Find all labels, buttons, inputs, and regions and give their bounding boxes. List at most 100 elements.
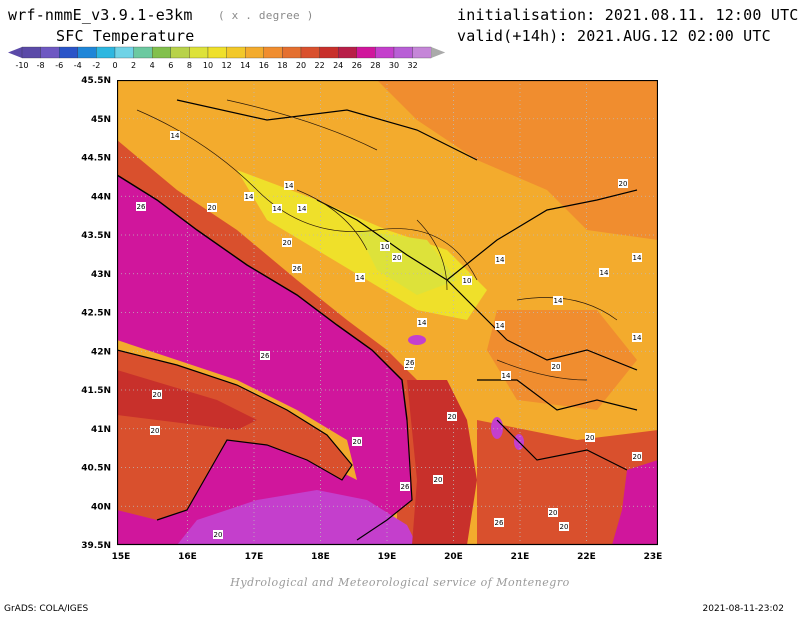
colorbar-swatch (133, 46, 153, 59)
colorbar-label: 12 (222, 61, 232, 70)
isotherm-label: 10 (381, 243, 390, 251)
isotherm-label: 20 (151, 427, 160, 435)
colorbar-label: 6 (168, 61, 173, 70)
isotherm-label-bg (548, 508, 558, 517)
isotherm-label-bg (152, 390, 162, 399)
colorbar-swatch (412, 46, 432, 59)
longitude-tick-label: 20E (444, 552, 463, 562)
isotherm-label: 10 (463, 277, 472, 285)
colorbar-label: -2 (92, 61, 100, 70)
ionian-sea (177, 490, 417, 545)
isotherm-label-bg (632, 333, 642, 342)
colorbar-swatch (114, 46, 134, 59)
longitude-tick-label: 19E (378, 552, 397, 562)
isotherm-label-bg (244, 192, 254, 201)
isotherm-label: 20 (560, 523, 569, 531)
colorbar-swatch (40, 46, 60, 59)
colorbar-label: 32 (408, 61, 418, 70)
isotherm-label-bg (618, 179, 628, 188)
isotherm-label-bg (553, 296, 563, 305)
isotherm-label-bg (284, 181, 294, 190)
isotherm-label: 14 (356, 274, 365, 282)
isotherm-label: 14 (496, 256, 505, 264)
isotherm-lines (136, 99, 618, 381)
colorbar-swatch (152, 46, 171, 59)
latitude-tick-label: 44N (91, 192, 111, 202)
isotherm-label: 14 (496, 322, 505, 330)
isotherm-label: 26 (401, 483, 410, 491)
longitude-tick-label: 22E (577, 552, 596, 562)
latitude-tick-label: 43N (91, 270, 111, 280)
isotherm-label: 14 (171, 132, 180, 140)
isotherm-label-bg (433, 475, 443, 484)
longitude-tick-label: 18E (311, 552, 330, 562)
colorbar-swatch (21, 46, 41, 59)
isotherm-label-bg (297, 204, 307, 213)
country-borders (176, 99, 638, 471)
isotherm-label: 20 (283, 239, 292, 247)
isotherm-label: 20 (552, 363, 561, 371)
colorbar-swatch (59, 46, 78, 59)
isotherm-label: 20 (619, 180, 628, 188)
isotherm-label: 26 (137, 203, 146, 211)
isotherm-label: 26 (293, 265, 302, 273)
valid-time: valid(+14h): 2021.AUG.12 02:00 UTC (457, 27, 771, 45)
isotherm-label-bg (170, 131, 180, 140)
isotherm-label-bg (213, 530, 223, 539)
map-border (117, 80, 658, 546)
isotherm-label-bg (272, 204, 282, 213)
isotherm-label-bg (392, 253, 402, 262)
colorbar-label: 24 (333, 61, 343, 70)
isotherm-label-bg (632, 253, 642, 262)
isotherm-label-bg (136, 202, 146, 211)
isotherm-label: 26 (495, 519, 504, 527)
colorbar-swatch (282, 46, 302, 59)
colorbar-swatch (263, 46, 283, 59)
colorbar-label: -6 (55, 61, 63, 70)
colorbar-label: 0 (112, 61, 117, 70)
coastline-croatia (117, 174, 408, 421)
latitude-tick-label: 41.5N (81, 386, 111, 396)
isotherm-label-bg (494, 518, 504, 527)
latitude-tick-label: 40.5N (81, 464, 111, 474)
isotherm-label: 14 (600, 269, 609, 277)
latitude-tick-label: 39.5N (81, 541, 111, 551)
isotherm-label-bg (501, 371, 511, 380)
latitude-tick-label: 41N (91, 425, 111, 435)
longitude-tick-label: 21E (511, 552, 530, 562)
isotherm-label-bg (405, 358, 415, 367)
latitude-tick-label: 45.5N (81, 76, 111, 86)
latitude-tick-label: 42N (91, 347, 111, 357)
isotherm-label: 14 (418, 319, 427, 327)
isotherm-label: 26 (261, 352, 270, 360)
isotherm-label-bg (495, 255, 505, 264)
credit-line: Hydrological and Meteorological service … (230, 576, 570, 589)
colorbar-swatch (226, 46, 246, 59)
isotherm-label: 14 (554, 297, 563, 305)
isotherm-label-bg (632, 452, 642, 461)
variable-title: SFC Temperature (56, 27, 195, 45)
isotherm-label: 20 (549, 509, 558, 517)
colorbar-label: -10 (15, 61, 28, 70)
latitude-tick-label: 43.5N (81, 231, 111, 241)
longitude-tick-label: 15E (112, 552, 131, 562)
coastline-albania (356, 419, 413, 541)
longitude-tick-label: 16E (178, 552, 197, 562)
isotherm-label: 20 (633, 453, 642, 461)
isotherm-label-bg (380, 242, 390, 251)
latitude-tick-label: 40N (91, 502, 111, 512)
isotherm-label: 20 (214, 531, 223, 539)
software-credit: GrADS: COLA/IGES (4, 604, 89, 614)
isotherm-label: 14 (285, 182, 294, 190)
isotherm-label: 14 (633, 254, 642, 262)
isotherm-label-bg (352, 437, 362, 446)
isotherm-label: 14 (502, 372, 511, 380)
longitude-tick-label: 23E (644, 552, 663, 562)
colorbar-label: 28 (370, 61, 380, 70)
isotherm-label-bg (462, 276, 472, 285)
colorbar-swatch (375, 46, 395, 59)
isotherm-label-bg (260, 351, 270, 360)
isotherm-label-bg (400, 482, 410, 491)
latitude-tick-label: 42.5N (81, 309, 111, 319)
colorbar-swatch (300, 46, 320, 59)
